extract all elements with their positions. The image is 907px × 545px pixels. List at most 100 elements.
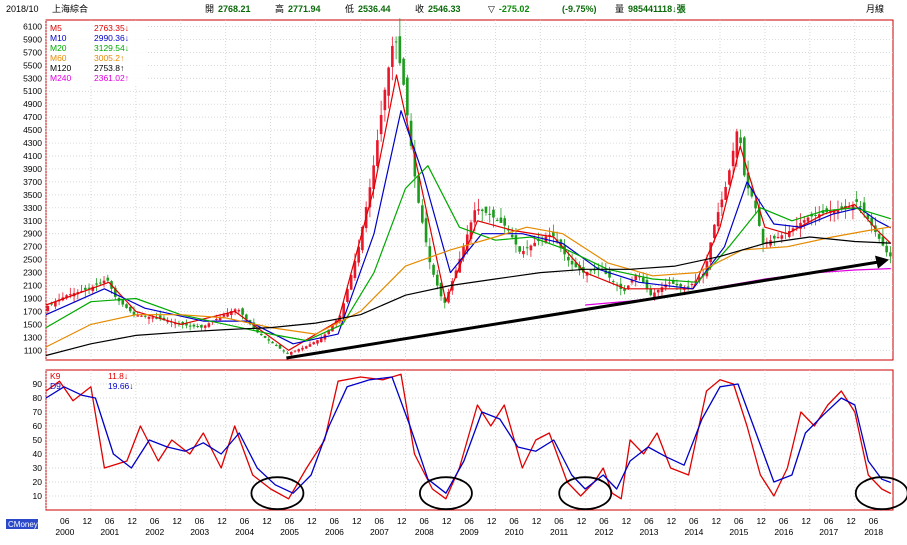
x-year-label: 2010 <box>505 527 524 537</box>
candle-body <box>233 309 237 313</box>
candle-body <box>447 292 450 303</box>
x-month-tick: 06 <box>509 516 519 526</box>
candle-body <box>720 199 724 208</box>
kd-tick-label: 10 <box>33 491 43 501</box>
candle-body <box>203 325 207 328</box>
candle-body <box>499 217 503 223</box>
x-month-tick: 12 <box>172 516 182 526</box>
candle-body <box>698 277 701 281</box>
header-field-label: 低 <box>345 3 354 14</box>
kd-tick-label: 80 <box>33 393 43 403</box>
x-year-label: 2000 <box>55 527 74 537</box>
candle-body <box>608 270 611 278</box>
candle-body <box>709 242 712 263</box>
candle-body <box>559 239 563 249</box>
x-month-tick: 12 <box>577 516 587 526</box>
candle-body <box>188 325 192 327</box>
candle-body <box>394 41 398 43</box>
price-tick-label: 2500 <box>23 255 42 265</box>
x-month-tick: 06 <box>419 516 429 526</box>
candle-body <box>106 277 110 281</box>
candle-body <box>668 282 671 284</box>
candle-body <box>488 213 492 215</box>
candle-body <box>102 280 106 284</box>
x-month-tick: 12 <box>352 516 362 526</box>
candle-body <box>443 297 447 303</box>
candle-body <box>851 204 855 211</box>
candle-body <box>293 350 297 352</box>
header-field-label: 收 <box>415 3 424 14</box>
candle-body <box>495 219 499 221</box>
x-year-label: 2018 <box>864 527 883 537</box>
candle-body <box>95 283 98 285</box>
candle-body <box>889 252 892 257</box>
candle-body <box>638 276 641 278</box>
ma-legend-value: 3129.54↓ <box>94 43 129 53</box>
frequency-label: 月線 <box>866 3 884 14</box>
candle-body <box>439 282 443 297</box>
x-month-tick: 06 <box>150 516 160 526</box>
ma-legend-value: 2763.35↓ <box>94 23 129 33</box>
x-month-tick: 12 <box>667 516 677 526</box>
candle-body <box>671 280 675 284</box>
header-field-value: -275.02 <box>499 4 530 14</box>
price-tick-label: 5300 <box>23 73 42 83</box>
x-year-label: 2011 <box>550 527 569 537</box>
candle-body <box>200 325 203 328</box>
candle-body <box>136 315 140 317</box>
candle-body <box>87 287 91 289</box>
price-tick-label: 3100 <box>23 216 42 226</box>
candle-body <box>862 202 866 213</box>
price-tick-label: 5900 <box>23 34 42 44</box>
header-field: 收 2546.33 <box>415 3 461 14</box>
candle-body <box>510 234 514 238</box>
candle-body <box>192 324 196 327</box>
header-field-value: 2768.21 <box>218 4 251 14</box>
candle-body <box>653 292 656 298</box>
candle-body <box>514 235 518 245</box>
candle-body <box>245 314 248 320</box>
price-tick-label: 3900 <box>23 164 42 174</box>
header-field: 高 2771.94 <box>275 3 321 14</box>
candle-body <box>787 231 791 237</box>
candle-body <box>623 288 626 291</box>
candle-body <box>69 294 72 296</box>
x-month-tick: 06 <box>195 516 205 526</box>
candle-body <box>645 279 649 289</box>
ma-legend-value: 2753.8↑ <box>94 63 124 73</box>
x-month-tick: 06 <box>464 516 474 526</box>
header-field-label: 高 <box>275 3 284 14</box>
candle-body <box>589 270 593 272</box>
candle-body <box>406 77 409 116</box>
kd-legend-name: D9 <box>50 381 61 391</box>
candle-body <box>391 45 394 67</box>
candle-body <box>814 215 817 217</box>
candle-body <box>91 286 95 291</box>
header-bar: 2018/10 上海綜合 開 2768.21 高 2771.94 低 2536.44 收 25… <box>6 3 884 14</box>
x-month-tick: 12 <box>756 516 766 526</box>
candle-body <box>54 301 57 307</box>
kd-panel: 10 20 30 40 50 60 70 80 90 K9 11.8↓ D9 19.66↓ <box>33 369 907 511</box>
candle-body <box>473 210 477 223</box>
x-year-label: 2016 <box>774 527 793 537</box>
x-month-tick: 06 <box>779 516 789 526</box>
candle-body <box>705 261 709 277</box>
candle-body <box>319 338 323 343</box>
candle-body <box>113 287 117 297</box>
candle-body <box>840 206 844 210</box>
x-year-label: 2006 <box>325 527 344 537</box>
kd-legend: K9 11.8↓ D9 19.66↓ <box>50 371 134 391</box>
candle-body <box>327 329 331 335</box>
candle-body <box>859 206 862 208</box>
candle-body <box>690 284 694 286</box>
price-tick-label: 4700 <box>23 112 42 122</box>
price-tick-label: 6100 <box>23 21 42 31</box>
kd-legend-name: K9 <box>50 371 61 381</box>
candle-body <box>507 229 510 231</box>
header-field-value: 2536.44 <box>358 4 391 14</box>
candle-body <box>121 299 125 305</box>
candle-body <box>215 318 218 320</box>
price-tick-label: 4900 <box>23 99 42 109</box>
candle-body <box>166 321 169 323</box>
